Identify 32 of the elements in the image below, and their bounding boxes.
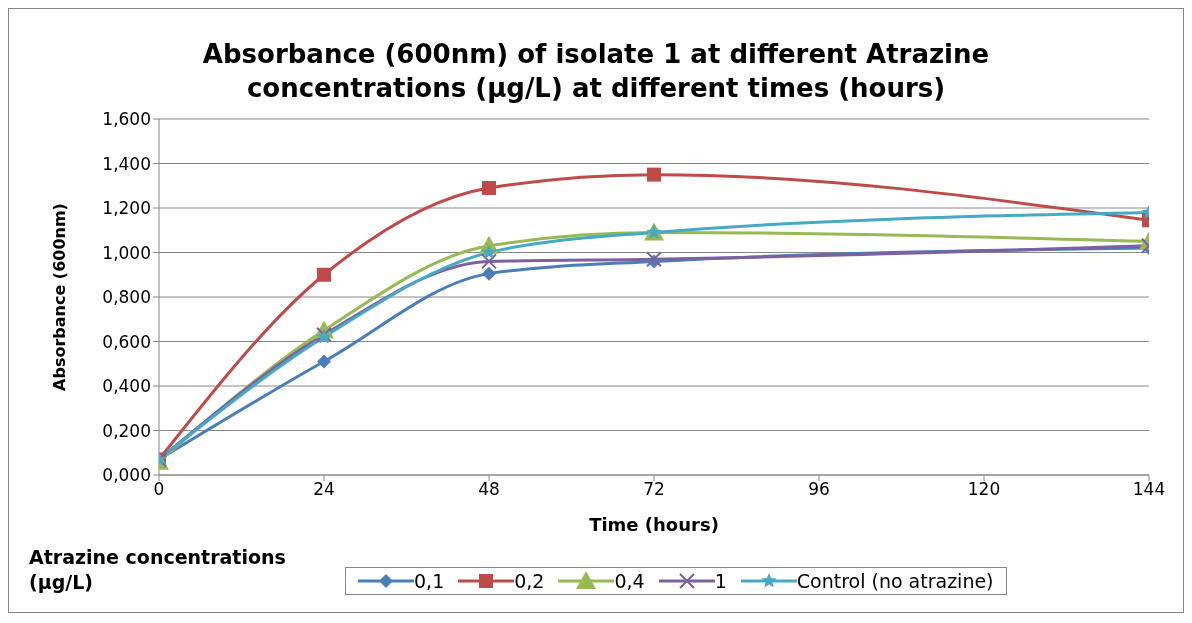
y-tick-label: 0,600 bbox=[102, 331, 151, 352]
x-tick-label: 96 bbox=[808, 479, 830, 500]
point bbox=[481, 244, 497, 259]
y-tick-label: 0,200 bbox=[102, 420, 151, 441]
x-tick-label: 72 bbox=[643, 479, 665, 500]
x-tick-label: 120 bbox=[967, 479, 1001, 500]
legend-label: 0,4 bbox=[614, 570, 645, 592]
chart-title: Absorbance (600nm) of isolate 1 at different Atrazine concentrations (µg/L) at different times (hours) bbox=[201, 38, 991, 105]
legend-label: Control (no atrazine) bbox=[796, 570, 994, 592]
y-tick-label: 1,400 bbox=[102, 153, 151, 174]
y-tick-label: 0,000 bbox=[102, 465, 151, 486]
legend-label: 0,2 bbox=[514, 570, 545, 592]
legend-title: Atrazine concentrations (µg/L) bbox=[29, 545, 287, 595]
y-tick-label: 0,400 bbox=[102, 376, 151, 397]
y-tick-label: 1,200 bbox=[102, 198, 151, 219]
x-tick-label: 24 bbox=[313, 479, 335, 500]
point bbox=[481, 253, 497, 270]
point bbox=[317, 354, 331, 369]
y-tick-label: 1,600 bbox=[102, 109, 151, 130]
point bbox=[482, 266, 496, 281]
point bbox=[317, 267, 331, 282]
legend-label: 1 bbox=[714, 570, 727, 592]
y-tick-label: 1,000 bbox=[102, 242, 151, 263]
y-tick-label: 0,800 bbox=[102, 287, 151, 308]
x-tick-label: 0 bbox=[153, 479, 165, 500]
y-axis-title: Absorbance (600nm) bbox=[49, 203, 69, 391]
x-tick-label: 144 bbox=[1132, 479, 1166, 500]
point bbox=[647, 167, 661, 182]
x-tick-label: 48 bbox=[478, 479, 500, 500]
x-axis-title: Time (hours) bbox=[589, 514, 719, 535]
legend-label: 0,1 bbox=[414, 570, 445, 592]
point bbox=[482, 180, 496, 195]
